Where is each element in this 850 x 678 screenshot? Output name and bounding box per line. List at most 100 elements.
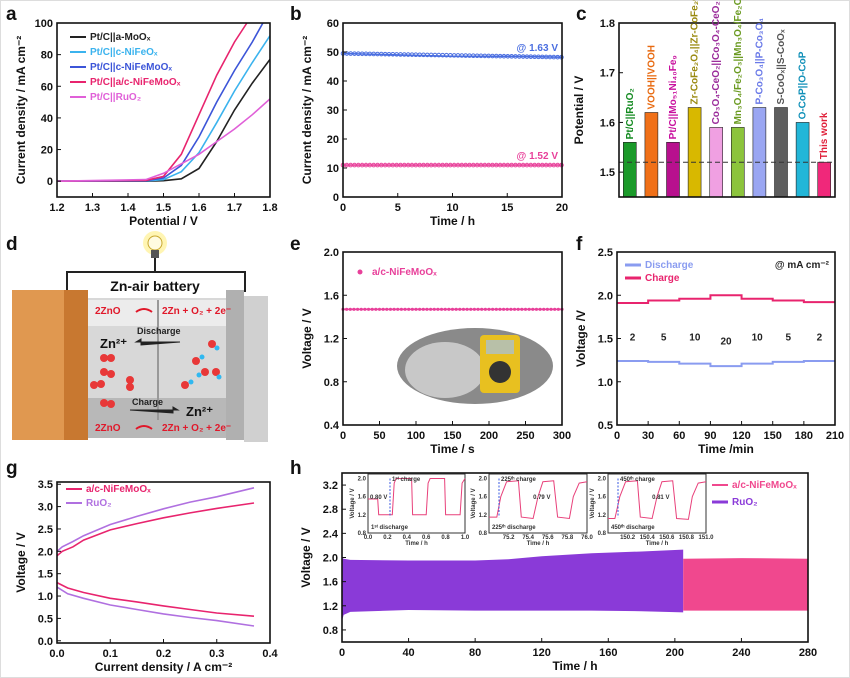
data-marker xyxy=(366,307,371,311)
y-axis-label: Current density / mA cm⁻² xyxy=(300,36,314,185)
x-tick-label: 0 xyxy=(340,202,346,214)
plot-data xyxy=(341,307,564,311)
chart-g: 0.0 0.1 0.2 0.3 0.4 0.0 0.5 1.0 1.5 2.0 2.5 3.0 3.5 C… xyxy=(14,479,279,674)
data-marker xyxy=(512,307,517,311)
data-marker xyxy=(538,307,542,311)
discharge-note: 225ᵗʰ discharge xyxy=(492,524,536,531)
inset-x-label: Time / h xyxy=(646,541,669,547)
current-density-label: 20 xyxy=(720,337,732,348)
data-marker xyxy=(352,307,356,311)
x-tick-label: 1.5 xyxy=(156,202,171,214)
bar xyxy=(623,142,637,198)
data-marker xyxy=(388,307,393,311)
inset-y-tick-label: 1.2 xyxy=(598,513,607,519)
current-density-label: 5 xyxy=(786,333,792,344)
inset-y-tick-label: 2.0 xyxy=(358,477,367,483)
data-marker xyxy=(527,307,531,311)
bar xyxy=(752,107,767,198)
legend-label: Pt/C||c-NiFeMoOₓ xyxy=(90,62,172,73)
y-tick-label: 1.8 xyxy=(600,18,615,30)
voltage-gap-note: 0.81 V xyxy=(652,495,669,501)
plot-data xyxy=(617,294,835,368)
x-tick-label: 120 xyxy=(732,430,750,442)
y-tick-label: 2.0 xyxy=(323,553,338,565)
series-annotation: @ 1.52 V xyxy=(517,151,559,162)
inset-y-tick-label: 2.0 xyxy=(598,477,607,483)
y-tick-label: 0 xyxy=(47,176,53,188)
bottom-product: 2Zn + O₂ + 2e⁻ xyxy=(162,423,231,434)
x-tick-label: 280 xyxy=(799,647,817,659)
y-tick-label: 60 xyxy=(41,81,53,93)
inset-y-tick-label: 1.2 xyxy=(358,513,367,519)
zn-ion-right: Zn²⁺ xyxy=(186,404,213,419)
inset-y-tick-label: 0.8 xyxy=(358,531,367,537)
bar-label: Pt/C||RuO₂ xyxy=(625,88,636,139)
data-marker xyxy=(381,307,385,311)
x-tick-label: 0.4 xyxy=(262,648,278,660)
y-axis-label: Voltage / V xyxy=(300,308,314,368)
chart-h: 0 40 80 120 160 200 240 280 0.8 1.2 1.6 2.0 2.4 2.8 3.… xyxy=(299,472,817,673)
inset-y-tick-label: 0.8 xyxy=(598,531,607,537)
data-marker xyxy=(487,307,491,311)
y-tick-label: 0.5 xyxy=(598,420,613,432)
x-tick-label: 150 xyxy=(443,430,461,442)
cycling-band xyxy=(342,549,684,621)
inset-x-tick-label: 75.4 xyxy=(522,535,534,541)
data-marker xyxy=(556,307,560,311)
legend-label: Pt/C||RuO₂ xyxy=(90,92,141,103)
zn-air-battery-diagram: Zn-air battery 2ZnO 2Zn + O₂ + 2e⁻ Disch… xyxy=(12,231,268,442)
y-tick-label: 30 xyxy=(327,105,339,117)
x-axis-label: Potential / V xyxy=(129,214,198,228)
air-layer xyxy=(88,300,233,326)
panel-label-b: b xyxy=(290,4,302,25)
x-axis-label: Current density / A cm⁻² xyxy=(95,660,232,674)
current-density-label: 10 xyxy=(752,333,764,344)
battery-title: Zn-air battery xyxy=(110,278,200,294)
x-tick-label: 0 xyxy=(339,647,345,659)
panel-label-e: e xyxy=(290,234,301,255)
data-marker xyxy=(509,307,513,311)
y-tick-label: 0.0 xyxy=(38,636,53,648)
x-tick-label: 1.8 xyxy=(262,202,277,214)
y-tick-label: 2.0 xyxy=(598,290,613,302)
unit-note: @ mA cm⁻² xyxy=(775,260,830,271)
inset-x-tick-label: 150.4 xyxy=(640,535,656,541)
discharge-label: Discharge xyxy=(137,326,181,336)
inset-y-tick-label: 1.6 xyxy=(598,495,607,501)
lightbulb-icon xyxy=(147,235,163,251)
data-marker xyxy=(491,307,495,311)
y-tick-label: 50 xyxy=(327,47,339,59)
inset-x-tick-label: 75.2 xyxy=(503,535,515,541)
y-tick-label: 2.5 xyxy=(38,524,53,536)
data-marker xyxy=(399,307,403,311)
x-tick-label: 20 xyxy=(556,202,568,214)
bar xyxy=(795,122,810,198)
data-marker xyxy=(461,307,466,311)
data-marker xyxy=(480,307,484,311)
data-marker xyxy=(392,307,396,311)
y-tick-label: 0.4 xyxy=(324,420,340,432)
y-tick-label: 2.0 xyxy=(38,546,53,558)
x-tick-label: 150 xyxy=(764,430,782,442)
y-tick-label: 2.5 xyxy=(598,247,613,259)
inset-x-tick-label: 151.0 xyxy=(698,535,714,541)
y-tick-label: 20 xyxy=(327,134,339,146)
inset-x-tick-label: 150.2 xyxy=(620,535,636,541)
x-tick-label: 180 xyxy=(795,430,813,442)
x-tick-label: 90 xyxy=(704,430,716,442)
x-tick-label: 80 xyxy=(469,647,481,659)
y-tick-label: 2.0 xyxy=(324,247,339,259)
x-tick-label: 250 xyxy=(516,430,534,442)
series-line xyxy=(56,98,271,182)
bar-label: P-Co₃O₄||P-Co₃O₄ xyxy=(754,18,765,105)
legend-label: a/c-NiFeMoOₓ xyxy=(372,267,437,278)
legend-label: Pt/C||c-NiFeOₓ xyxy=(90,47,158,58)
y-tick-label: 1.5 xyxy=(38,569,53,581)
inset-voltage-line xyxy=(368,478,466,516)
data-marker xyxy=(542,307,546,311)
x-tick-label: 0.2 xyxy=(156,648,171,660)
plot-data xyxy=(340,51,564,168)
charge-label: Charge xyxy=(132,397,163,407)
x-tick-label: 240 xyxy=(732,647,750,659)
